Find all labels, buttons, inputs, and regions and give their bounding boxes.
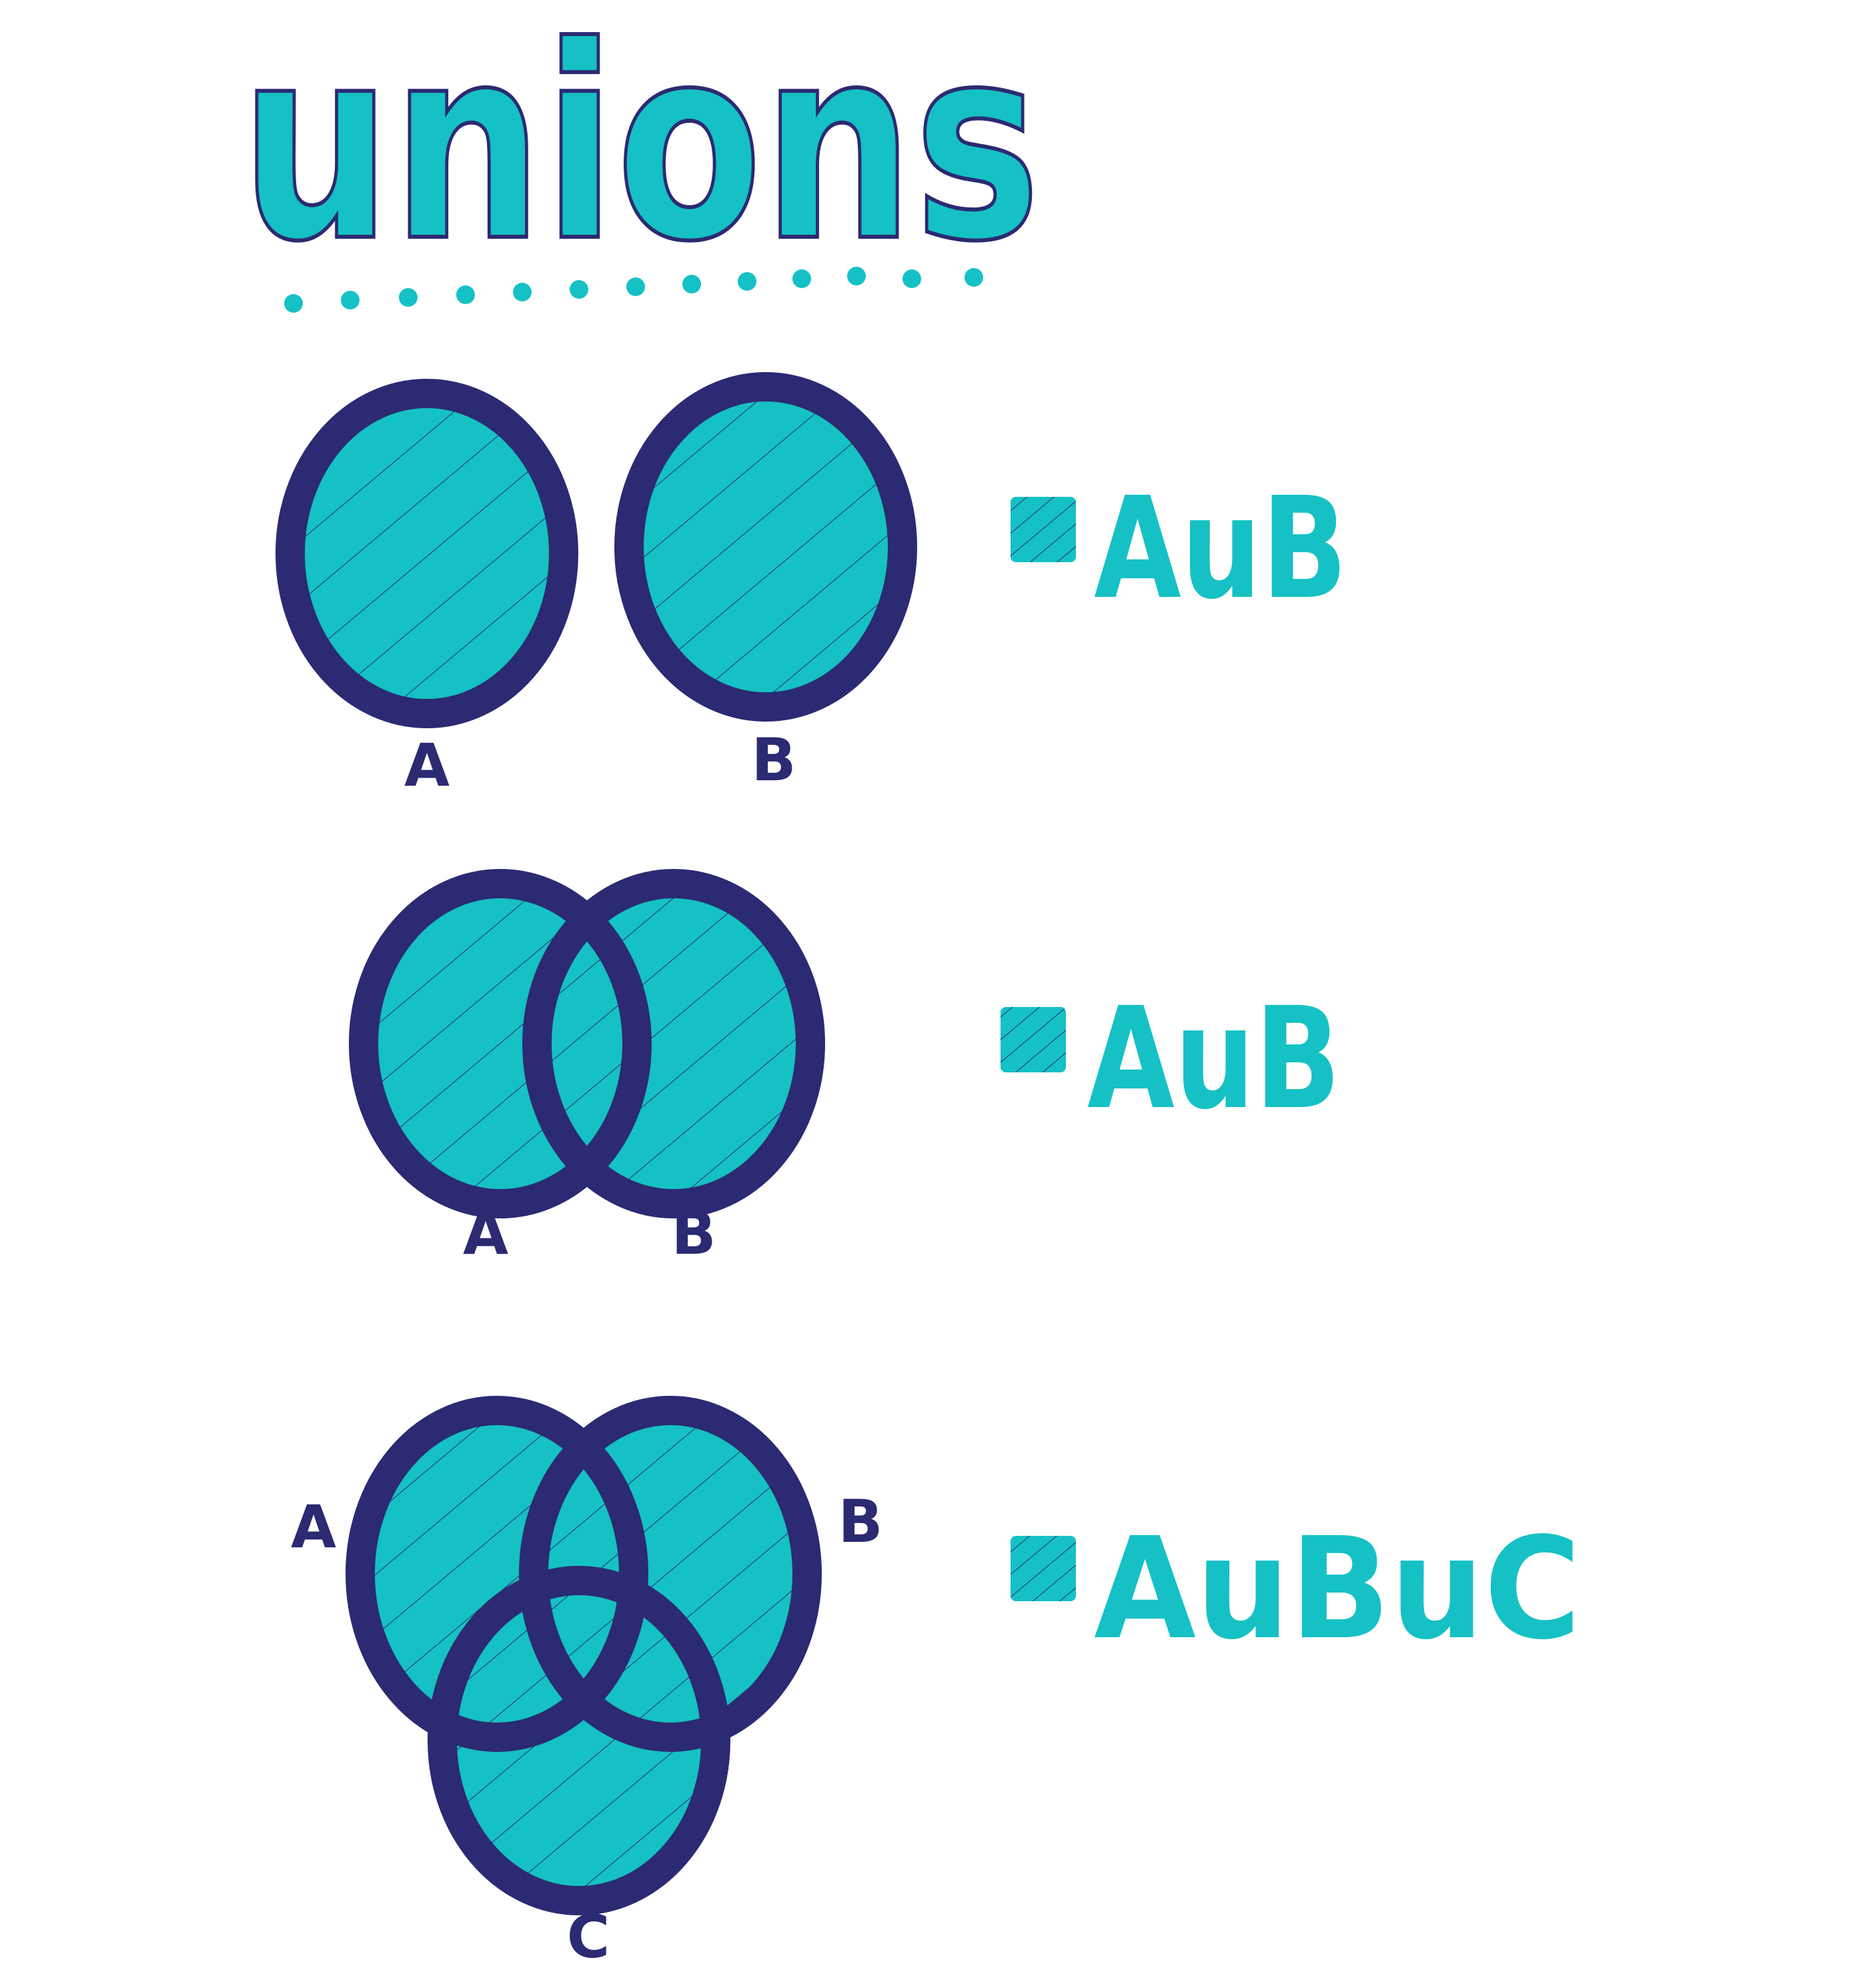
venn-overlapping-two-sets: A B (349, 869, 825, 1268)
set-b-label: B (751, 726, 796, 794)
union-expression: AuBuC (1094, 1507, 1581, 1671)
set-a-label: A (404, 731, 450, 800)
set-b-outline (522, 869, 825, 1218)
union-expression: AuB (1087, 977, 1341, 1140)
set-a-label: A (291, 1493, 336, 1561)
venn-overlapping-three-sets: A B C (291, 1396, 883, 1971)
venn-disjoint-two-sets: A B (275, 372, 917, 800)
union-expression: AuB (1094, 467, 1347, 630)
set-a-outline (349, 869, 652, 1218)
set-c-circle (442, 1581, 716, 1901)
set-c-label: C (567, 1903, 610, 1971)
set-b-circle (614, 372, 917, 722)
shaded-legend-swatch (1011, 497, 1076, 562)
set-a-circle (275, 379, 578, 728)
set-c-outline (428, 1566, 730, 1915)
shaded-legend-swatch (1001, 1007, 1066, 1072)
legend-row-1: AuB (1011, 467, 1347, 630)
title-group: unions (238, 0, 1043, 313)
legend-row-3: AuBuC (1011, 1507, 1581, 1671)
title-dotted-underline (284, 267, 983, 313)
set-b-label: B (838, 1487, 882, 1556)
set-a-outline (346, 1396, 648, 1752)
set-b-label: B (671, 1199, 716, 1268)
set-a-label: A (463, 1199, 508, 1268)
legend-row-2: AuB (1001, 977, 1341, 1140)
shaded-legend-swatch (1011, 1536, 1076, 1601)
page-title: unions (240, 0, 1041, 300)
